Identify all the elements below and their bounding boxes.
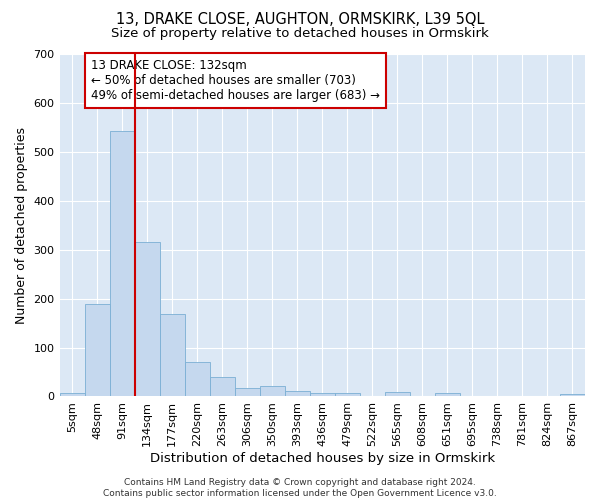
- Bar: [260, 386, 285, 396]
- Bar: [59, 392, 85, 396]
- Bar: [110, 131, 134, 396]
- Text: 13, DRAKE CLOSE, AUGHTON, ORMSKIRK, L39 5QL: 13, DRAKE CLOSE, AUGHTON, ORMSKIRK, L39 …: [116, 12, 484, 28]
- Bar: [335, 392, 360, 396]
- Bar: [310, 392, 335, 396]
- Bar: [560, 394, 585, 396]
- Bar: [235, 388, 260, 396]
- Bar: [185, 362, 209, 396]
- Bar: [85, 304, 110, 396]
- Text: Contains HM Land Registry data © Crown copyright and database right 2024.
Contai: Contains HM Land Registry data © Crown c…: [103, 478, 497, 498]
- X-axis label: Distribution of detached houses by size in Ormskirk: Distribution of detached houses by size …: [150, 452, 495, 465]
- Text: Size of property relative to detached houses in Ormskirk: Size of property relative to detached ho…: [111, 28, 489, 40]
- Bar: [385, 392, 410, 396]
- Bar: [435, 392, 460, 396]
- Bar: [134, 242, 160, 396]
- Bar: [209, 377, 235, 396]
- Y-axis label: Number of detached properties: Number of detached properties: [15, 126, 28, 324]
- Text: 13 DRAKE CLOSE: 132sqm
← 50% of detached houses are smaller (703)
49% of semi-de: 13 DRAKE CLOSE: 132sqm ← 50% of detached…: [91, 59, 380, 102]
- Bar: [285, 390, 310, 396]
- Bar: [160, 314, 185, 396]
